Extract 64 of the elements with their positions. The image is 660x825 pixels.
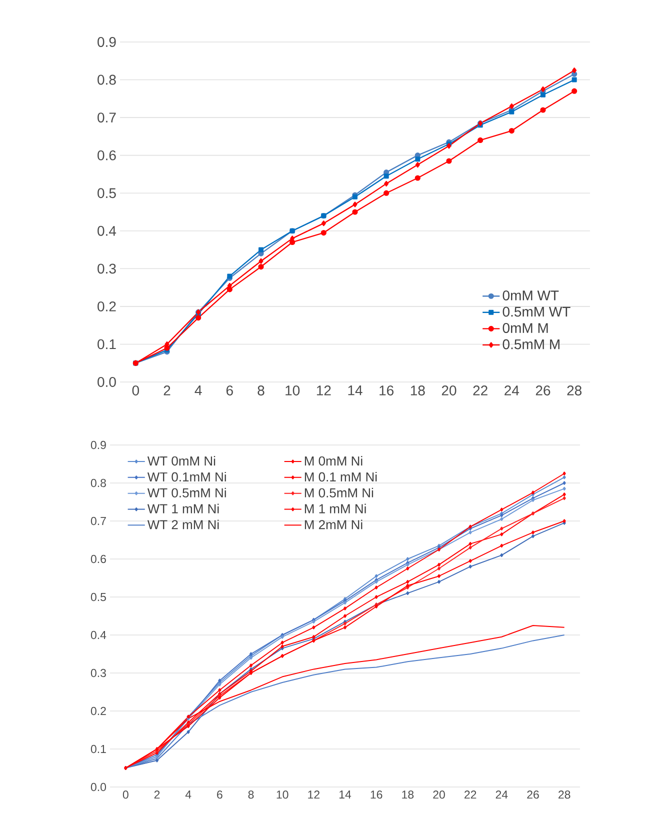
x-tick-label: 28 xyxy=(558,790,570,799)
legend-label: WT 0.1mM Ni xyxy=(147,472,226,482)
y-tick-label: 0.9 xyxy=(90,440,106,450)
y-tick-label: 0.4 xyxy=(90,630,106,640)
x-tick-label: 26 xyxy=(527,790,539,799)
legend-label: M 2mM Ni xyxy=(304,520,362,530)
y-tick-label: 0.2 xyxy=(98,301,116,312)
legend-label: 0.5mM WT xyxy=(502,306,570,317)
x-tick-label: 16 xyxy=(370,790,382,799)
y-tick-label: 0.5 xyxy=(90,592,106,602)
x-tick-label: 16 xyxy=(380,386,394,396)
x-tick-label: 24 xyxy=(496,790,508,799)
y-tick-label: 0.7 xyxy=(90,516,106,526)
y-tick-label: 0.5 xyxy=(98,188,116,198)
y-tick-label: 0.9 xyxy=(98,37,116,47)
x-tick-label: 20 xyxy=(433,790,445,799)
y-tick-label: 0.1 xyxy=(90,744,106,754)
x-tick-label: 6 xyxy=(226,386,233,396)
x-tick-label: 4 xyxy=(185,790,192,798)
legend-label: WT 2 mM Ni xyxy=(147,520,219,530)
y-tick-label: 0.4 xyxy=(98,226,116,236)
x-tick-label: 2 xyxy=(164,386,170,396)
x-tick-label: 14 xyxy=(339,790,352,798)
y-tick-label: 0.2 xyxy=(90,706,106,716)
x-tick-label: 8 xyxy=(248,790,254,799)
x-tick-label: 12 xyxy=(316,386,331,396)
x-tick-label: 14 xyxy=(348,386,362,396)
x-tick-label: 8 xyxy=(258,386,264,396)
x-tick-label: 10 xyxy=(286,386,300,396)
x-tick-label: 0 xyxy=(132,386,140,396)
x-tick-label: 24 xyxy=(504,386,520,396)
x-tick-label: 10 xyxy=(276,790,288,799)
legend-label: 0mM WT xyxy=(502,290,559,300)
y-tick-label: 0.0 xyxy=(98,377,116,387)
legend-label: WT 0mM Ni xyxy=(147,456,216,466)
legend-label: M 0mM Ni xyxy=(304,456,362,466)
y-tick-label: 0.0 xyxy=(90,782,106,792)
legend-label: WT 1 mM Ni xyxy=(147,504,219,514)
x-tick-label: 12 xyxy=(308,790,320,799)
y-tick-label: 0.8 xyxy=(90,478,106,488)
y-tick-label: 0.1 xyxy=(98,339,116,350)
legend-label: M 1 mM Ni xyxy=(304,504,366,514)
x-tick-label: 28 xyxy=(567,386,582,396)
x-tick-label: 0 xyxy=(122,790,128,799)
y-tick-label: 0.8 xyxy=(98,74,116,85)
x-tick-label: 6 xyxy=(217,790,222,799)
x-tick-label: 18 xyxy=(402,790,414,799)
legend-label: M 0.1 mM Ni xyxy=(304,472,377,482)
x-tick-label: 18 xyxy=(410,386,425,396)
x-tick-label: 2 xyxy=(154,790,160,799)
x-tick-label: 20 xyxy=(442,386,456,396)
y-tick-label: 0.6 xyxy=(98,150,116,160)
x-tick-label: 22 xyxy=(473,386,488,396)
legend-label: 0.5mM M xyxy=(502,339,560,350)
legend-label: M 0.5mM Ni xyxy=(304,488,374,498)
y-tick-label: 0.3 xyxy=(98,264,116,274)
x-tick-label: 26 xyxy=(536,386,550,396)
x-tick-label: 22 xyxy=(464,790,476,799)
legend-label: 0mM M xyxy=(502,323,548,333)
y-tick-label: 0.7 xyxy=(98,112,116,123)
legend-label: WT 0.5mM Ni xyxy=(147,488,226,498)
y-tick-label: 0.6 xyxy=(90,554,106,564)
y-tick-label: 0.3 xyxy=(90,668,106,678)
x-tick-label: 4 xyxy=(194,386,202,396)
